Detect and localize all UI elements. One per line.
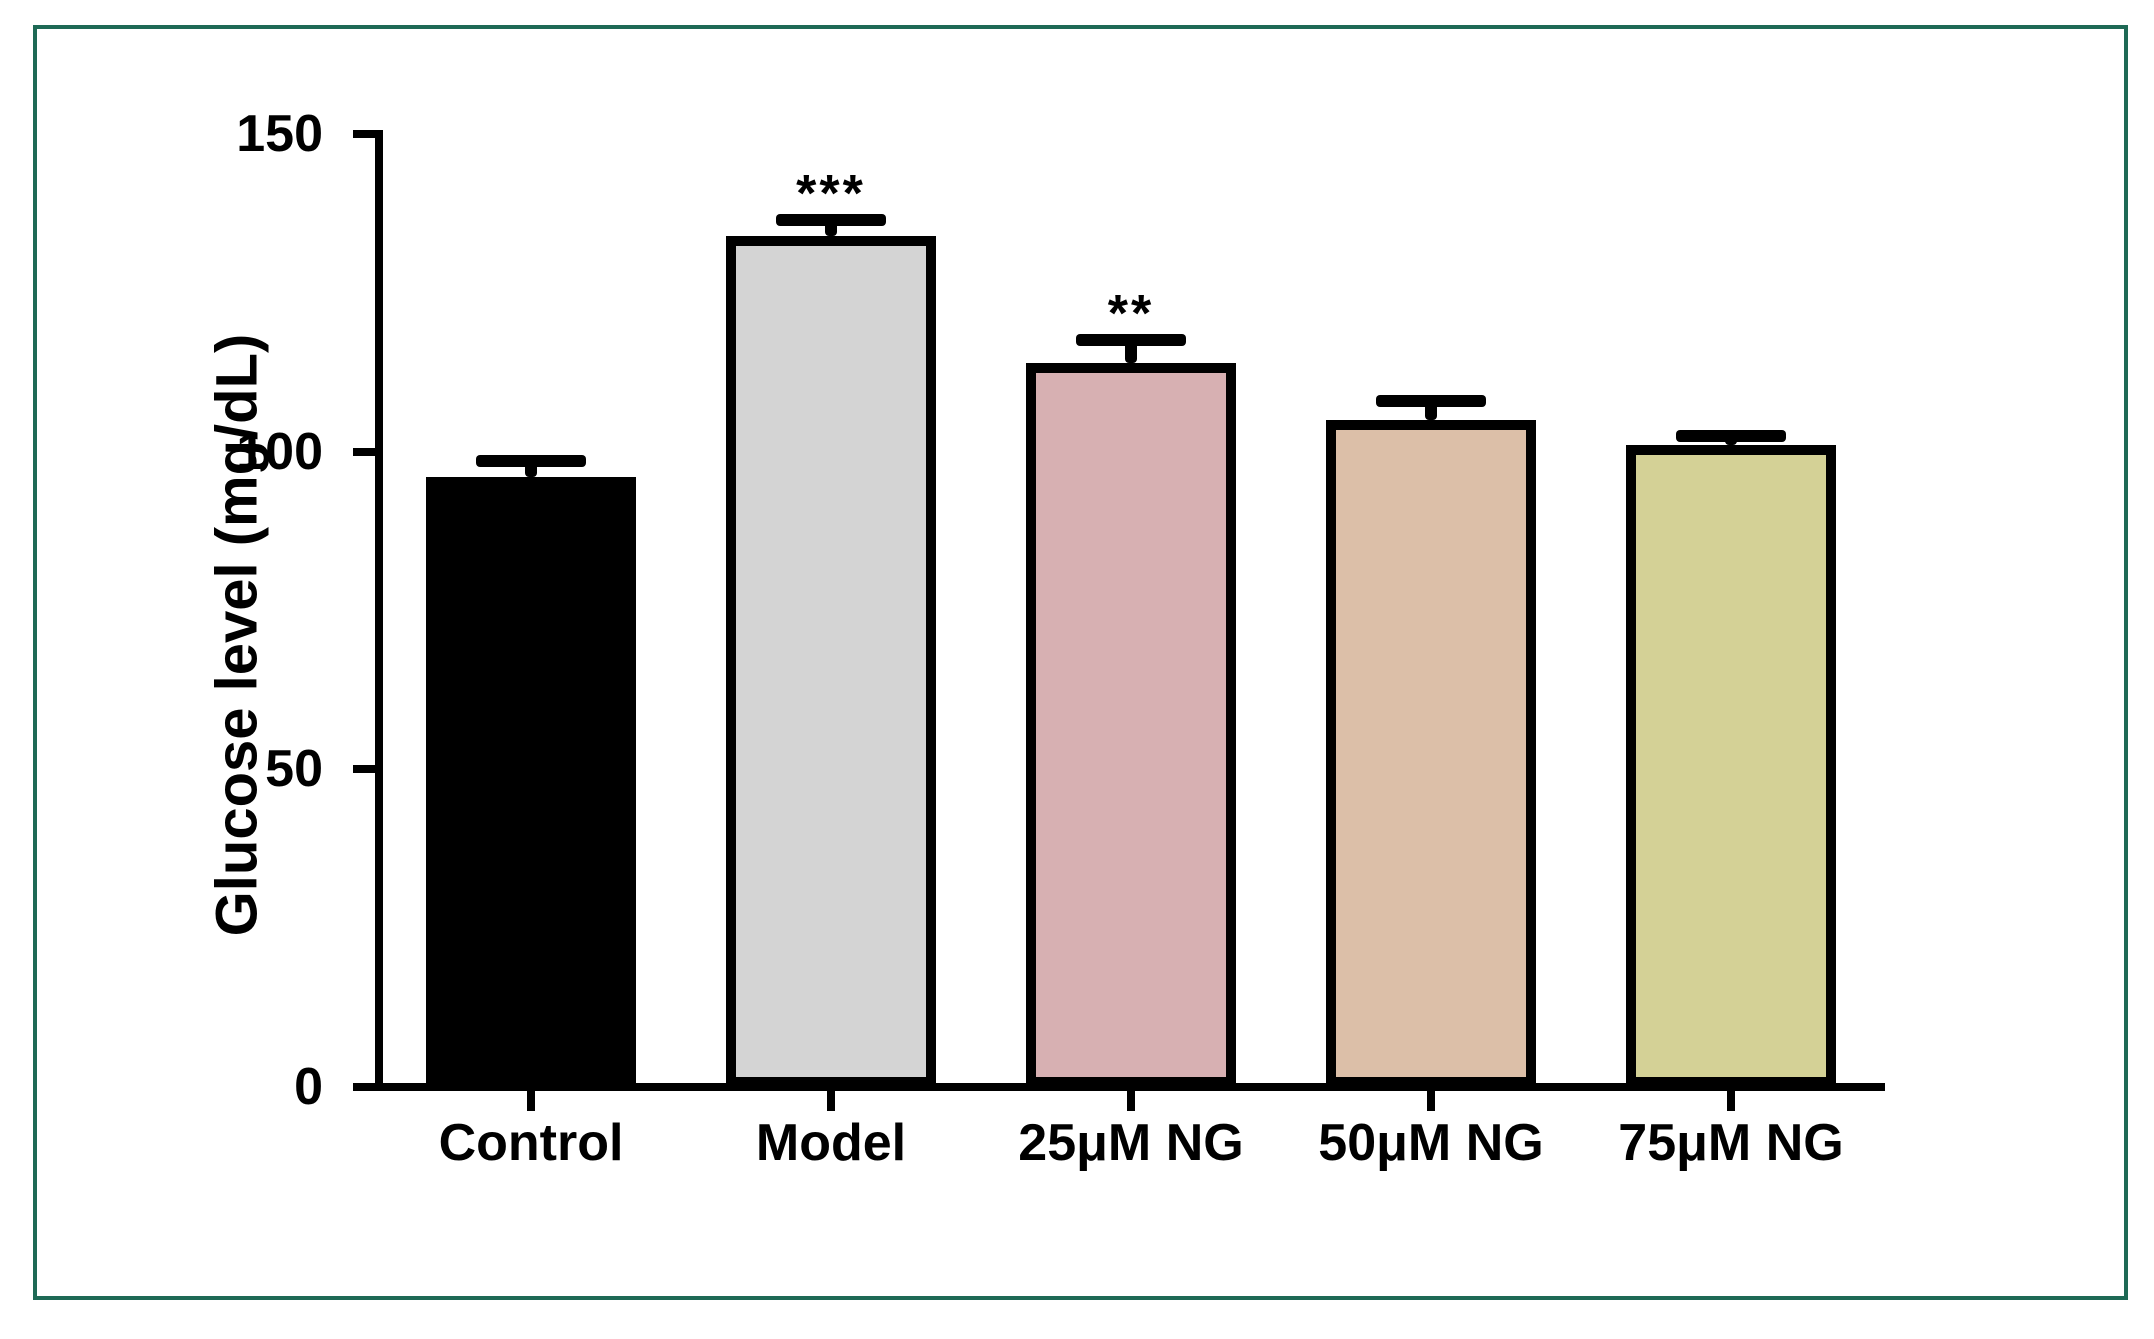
y-axis-line — [375, 130, 383, 1091]
y-tick-label: 150 — [236, 105, 323, 163]
error-bar-stem — [1125, 340, 1137, 363]
y-axis-tick — [353, 1083, 375, 1091]
x-axis-tick — [1727, 1091, 1735, 1111]
x-axis-label: 75μM NG — [1618, 1114, 1844, 1172]
significance-label: *** — [796, 164, 866, 223]
x-axis-label: Model — [755, 1114, 907, 1172]
bar-control — [426, 477, 636, 1087]
x-axis-line — [375, 1083, 1885, 1091]
error-bar-cap — [776, 213, 886, 226]
x-axis-label: 25μM NG — [1018, 1114, 1244, 1172]
error-bar-cap — [1376, 394, 1486, 407]
y-axis-tick — [353, 447, 375, 456]
y-axis-tick — [353, 130, 375, 138]
error-bar-cap — [1676, 429, 1786, 442]
x-axis-label: 50μM NG — [1318, 1114, 1544, 1172]
x-axis-label: Control — [438, 1114, 624, 1172]
bar-chart: Glucose level (mg/dL) 0 50 100 150 Control **… — [37, 29, 2124, 1296]
y-tick-label: 50 — [265, 740, 323, 799]
error-bar-cap — [476, 455, 586, 468]
x-axis-tick — [527, 1091, 535, 1111]
error-bar-cap — [1076, 334, 1186, 347]
x-axis-tick — [1427, 1091, 1435, 1111]
x-axis-tick — [1127, 1091, 1135, 1111]
bar-model — [726, 235, 936, 1087]
y-axis-tick — [353, 765, 375, 774]
significance-label: ** — [1107, 285, 1155, 344]
y-tick-label: 0 — [294, 1058, 323, 1116]
bar-75-m-ng — [1626, 445, 1836, 1087]
x-axis-tick — [827, 1091, 835, 1111]
y-tick-label: 100 — [236, 422, 323, 481]
bar-25-m-ng — [1026, 362, 1236, 1087]
figure-frame: Glucose level (mg/dL) 0 50 100 150 Control **… — [33, 25, 2128, 1300]
bar-50-m-ng — [1326, 419, 1536, 1087]
